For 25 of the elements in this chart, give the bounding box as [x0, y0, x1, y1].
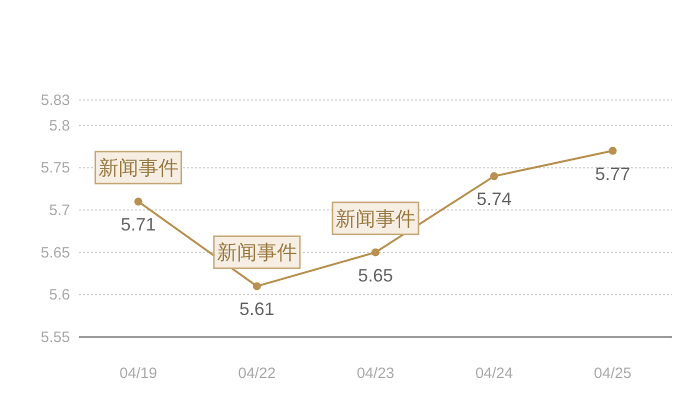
y-tick-label: 5.83 — [40, 92, 70, 109]
x-tick-label: 04/19 — [120, 365, 158, 382]
annotation: 新闻事件 — [98, 158, 178, 180]
x-tick-label: 04/23 — [356, 365, 394, 382]
x-tick-label: 04/22 — [238, 365, 276, 382]
data-label: 5.74 — [476, 189, 512, 210]
point — [490, 172, 498, 180]
data-label: 5.65 — [358, 265, 394, 286]
data-label: 5.77 — [595, 164, 630, 184]
data-label: 5.71 — [120, 214, 156, 235]
annotation: 新闻事件 — [216, 242, 297, 264]
y-tick-label: 5.7 — [49, 202, 70, 220]
y-tick-label: 5.55 — [40, 329, 70, 346]
y-tick-label: 5.65 — [40, 244, 70, 262]
point — [134, 198, 142, 206]
y-tick-label: 5.75 — [40, 160, 70, 177]
x-tick-label: 04/24 — [475, 365, 513, 382]
point — [608, 146, 617, 155]
y-tick-label: 5.8 — [49, 117, 70, 134]
x-tick-label: 04/25 — [594, 365, 632, 382]
point — [372, 248, 380, 256]
point — [252, 282, 261, 290]
y-tick-label: 5.6 — [49, 286, 70, 304]
data-label: 5.61 — [239, 299, 274, 320]
annotation: 新闻事件 — [336, 208, 416, 230]
